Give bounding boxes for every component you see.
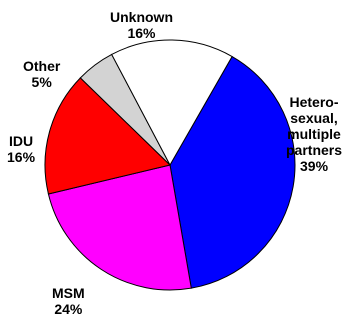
pie-slice-idu: [44, 77, 172, 195]
pie-slice-msm: [47, 164, 192, 291]
slice-label-other: Other 5%: [23, 58, 61, 90]
pie-slice-hetero: [169, 55, 296, 289]
slice-label-msm: MSM 24%: [52, 285, 85, 317]
slice-label-idu: IDU 16%: [7, 133, 36, 165]
slice-label-hetero: Hetero- sexual, multiple partners 39%: [286, 94, 343, 174]
pie-slices: [44, 39, 296, 291]
pie-slice-unknown: [111, 39, 233, 167]
slice-label-unknown: Unknown 16%: [110, 9, 173, 41]
